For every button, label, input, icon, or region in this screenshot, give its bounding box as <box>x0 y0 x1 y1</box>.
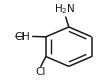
Text: −: − <box>13 30 23 43</box>
Text: Cl: Cl <box>36 67 46 77</box>
Text: Cl: Cl <box>14 32 24 42</box>
Text: H$_2$N: H$_2$N <box>54 2 75 16</box>
Text: H: H <box>22 32 29 42</box>
